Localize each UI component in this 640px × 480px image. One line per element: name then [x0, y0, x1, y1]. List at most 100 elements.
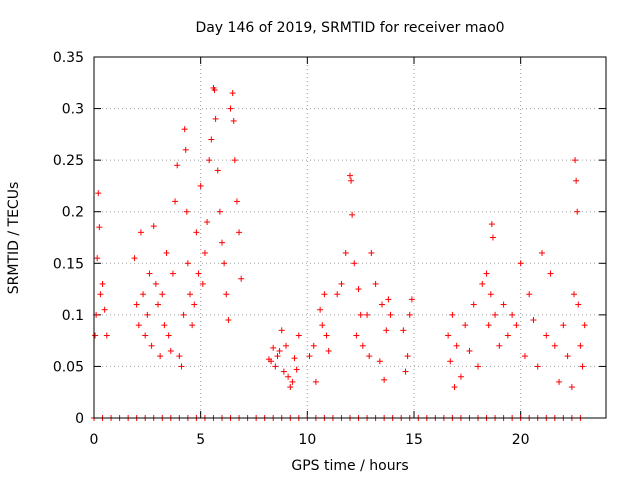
data-point — [387, 311, 394, 318]
data-point — [551, 342, 558, 349]
data-point — [131, 255, 138, 262]
data-point — [306, 353, 313, 360]
data-point — [274, 353, 281, 360]
data-point — [97, 291, 104, 298]
data-point — [364, 311, 371, 318]
data-point — [521, 353, 528, 360]
data-point — [581, 322, 588, 329]
data-point — [230, 117, 237, 124]
y-tick-label: 0 — [75, 411, 84, 427]
data-point — [195, 270, 202, 277]
data-point — [208, 136, 215, 143]
data-point — [219, 239, 225, 246]
data-point — [150, 223, 157, 230]
data-point — [184, 260, 191, 267]
data-point — [268, 358, 275, 365]
grid — [94, 57, 606, 418]
data-point — [233, 198, 240, 205]
data-point — [347, 172, 353, 179]
y-tick-label: 0.05 — [53, 359, 84, 375]
chart-title: Day 146 of 2019, SRMTID for receiver mao… — [195, 20, 504, 36]
data-point — [543, 332, 550, 339]
data-point — [351, 260, 358, 267]
data-point — [312, 378, 319, 385]
data-point — [530, 317, 537, 324]
data-point — [137, 229, 144, 236]
data-point — [323, 332, 330, 339]
data-point — [189, 322, 196, 329]
data-point — [193, 229, 200, 236]
data-point — [165, 332, 172, 339]
plot-frame — [93, 56, 607, 419]
data-point — [349, 211, 356, 218]
data-point — [539, 249, 545, 256]
y-tick-label: 0.2 — [62, 205, 84, 221]
data-point — [178, 363, 185, 370]
y-tick-label: 0.35 — [53, 50, 84, 66]
data-point — [489, 234, 496, 241]
data-point — [206, 157, 213, 164]
data-point — [319, 322, 326, 329]
data-point — [92, 332, 99, 339]
data-point — [94, 255, 101, 262]
x-tick-label: 20 — [512, 432, 530, 448]
data-point — [197, 182, 204, 189]
data-point — [564, 353, 571, 360]
data-point — [372, 280, 379, 287]
data-point — [573, 177, 580, 184]
data-point — [466, 347, 473, 354]
data-point — [572, 157, 579, 164]
data-point — [293, 366, 300, 373]
data-point — [571, 291, 577, 298]
data-point — [283, 342, 289, 349]
data-point — [509, 311, 516, 318]
data-point — [517, 260, 524, 267]
data-point — [272, 363, 279, 370]
x-tick-label: 15 — [405, 432, 423, 448]
data-point — [534, 363, 541, 370]
data-point — [449, 311, 456, 318]
data-point — [574, 208, 581, 215]
data-point — [342, 249, 349, 256]
data-point — [216, 208, 223, 215]
data-point — [270, 344, 277, 351]
x-axis-label: GPS time / hours — [291, 458, 408, 474]
data-point — [321, 291, 328, 298]
data-point — [133, 301, 140, 308]
data-point — [381, 376, 388, 383]
data-point — [212, 115, 219, 122]
tick-labels: 0 0.05 0.1 0.15 0.2 0.25 0.3 0.35 0 5 10 15 20 — [53, 50, 530, 448]
data-point — [285, 373, 292, 380]
data-point — [276, 347, 283, 354]
data-point — [289, 378, 296, 385]
data-point — [99, 280, 106, 287]
data-point — [229, 90, 236, 97]
data-point — [199, 280, 206, 287]
data-point — [174, 162, 181, 169]
x-tick-label: 0 — [90, 432, 99, 448]
data-point — [475, 363, 481, 370]
y-tick-label: 0.3 — [62, 102, 84, 118]
data-point — [310, 342, 317, 349]
data-point — [556, 378, 563, 385]
data-point — [142, 332, 149, 339]
data-point — [140, 291, 147, 298]
data-point — [231, 157, 238, 164]
data-point — [453, 342, 460, 349]
data-point — [348, 177, 355, 184]
data-point — [451, 384, 458, 391]
data-point — [400, 327, 407, 334]
data-point — [483, 270, 490, 277]
data-point — [144, 311, 151, 318]
data-point — [504, 332, 511, 339]
y-tick-label: 0.25 — [53, 153, 84, 169]
data-point — [368, 249, 375, 256]
axis-ticks — [93, 56, 606, 419]
data-point — [357, 311, 364, 318]
x-tick-label: 10 — [298, 432, 316, 448]
data-point — [135, 322, 142, 329]
data-point — [227, 105, 234, 112]
data-point — [148, 342, 155, 349]
data-point — [334, 291, 341, 298]
